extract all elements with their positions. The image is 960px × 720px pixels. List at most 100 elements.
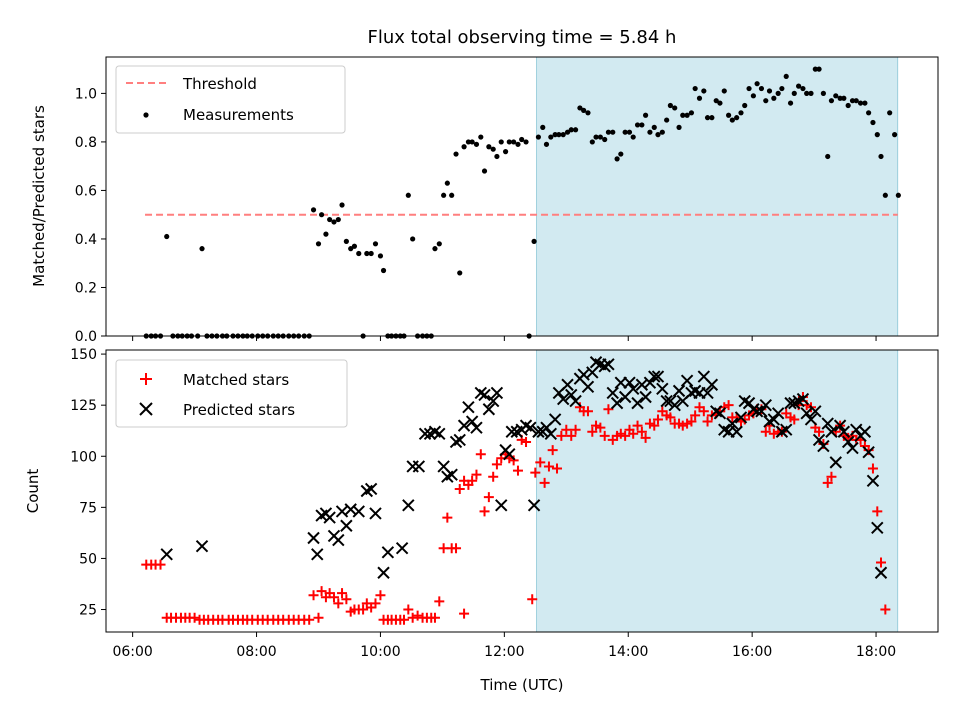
matched-star-point bbox=[582, 406, 593, 417]
predicted-star-point bbox=[369, 507, 382, 520]
measurement-point bbox=[564, 129, 571, 135]
predicted-star-point bbox=[713, 407, 727, 420]
predicted-star-point bbox=[874, 566, 888, 579]
predicted-star-point bbox=[470, 421, 483, 434]
matched-star-point bbox=[591, 420, 602, 431]
measurement-point bbox=[796, 83, 802, 89]
predicted-star-point bbox=[195, 539, 209, 553]
matched-star-point bbox=[475, 449, 486, 460]
matched-star-point bbox=[867, 463, 878, 474]
measurement-point bbox=[432, 246, 438, 252]
predicted-star-point bbox=[767, 413, 781, 426]
matched-star-point bbox=[543, 461, 554, 472]
measurement-point bbox=[779, 85, 785, 92]
measurement-point bbox=[453, 151, 459, 157]
measurement-point bbox=[372, 241, 379, 247]
ratio-y-tick-label: 0.6 bbox=[75, 183, 97, 199]
matched-star-point bbox=[603, 404, 614, 415]
matched-star-point bbox=[412, 610, 423, 621]
predicted-star-point bbox=[412, 460, 426, 473]
observing-window-shade-top bbox=[536, 56, 899, 337]
measurement-point bbox=[377, 253, 384, 259]
predicted-star-point bbox=[759, 398, 772, 412]
counts-x-tick-label: 18:00 bbox=[856, 644, 896, 660]
ratio-legend: Threshold Measurements bbox=[115, 65, 346, 134]
matched-star-point bbox=[789, 414, 800, 425]
predicted-star-point bbox=[639, 390, 652, 404]
predicted-star-point bbox=[833, 419, 847, 432]
measurement-point bbox=[502, 149, 509, 155]
counts-y-tick-label: 150 bbox=[70, 347, 97, 363]
predicted-star-point bbox=[804, 413, 818, 426]
measurement-point bbox=[651, 124, 657, 130]
predicted-star-point bbox=[581, 380, 595, 393]
measurement-point bbox=[478, 134, 484, 140]
matched-star-point bbox=[471, 469, 482, 480]
matched-star-point bbox=[690, 410, 701, 421]
measurement-point bbox=[800, 85, 806, 92]
measurement-point bbox=[568, 127, 574, 133]
matched-star-point bbox=[527, 594, 538, 605]
predicted-star-point bbox=[668, 398, 681, 412]
matched-star-point bbox=[407, 612, 418, 623]
measurement-point bbox=[825, 153, 831, 160]
ratio-y-tick-label: 0.2 bbox=[75, 280, 97, 296]
measurement-point bbox=[684, 112, 690, 118]
measurement-point bbox=[672, 105, 678, 111]
matched-star-point bbox=[521, 436, 532, 447]
measurement-point bbox=[717, 100, 723, 106]
counts-x-tick-label: 08:00 bbox=[236, 644, 276, 660]
measurement-point bbox=[738, 110, 744, 116]
matched-star-point bbox=[640, 432, 651, 443]
matched-star-point bbox=[370, 598, 381, 609]
predicted-star-point bbox=[812, 433, 826, 447]
measurement-point bbox=[473, 141, 480, 147]
ratio-y-tick-label: 0.0 bbox=[75, 329, 97, 345]
measurement-point bbox=[787, 100, 794, 106]
measurement-point bbox=[618, 151, 624, 157]
predicted-star-point bbox=[651, 370, 665, 383]
measurement-point bbox=[602, 136, 608, 143]
counts-y-ticks: 25 50 75 100 125 150 bbox=[70, 347, 106, 619]
matched-star-point bbox=[570, 424, 581, 435]
measurement-point bbox=[356, 250, 362, 257]
measurement-point bbox=[816, 66, 822, 72]
predicted-star-point bbox=[796, 392, 810, 406]
measurement-point bbox=[866, 110, 872, 116]
measurement-point bbox=[449, 192, 455, 198]
matched-star-point bbox=[566, 430, 577, 441]
measurement-point bbox=[659, 129, 665, 135]
ratio-panel: 0.0 0.2 0.4 0.6 0.8 1.0 Matched/Predicted sta… bbox=[30, 56, 939, 345]
predicted-star-point bbox=[160, 548, 173, 561]
measurement-point bbox=[556, 132, 562, 138]
measurement-point bbox=[444, 180, 450, 186]
predicted-star-point bbox=[626, 382, 640, 396]
predicted-star-point bbox=[656, 382, 669, 396]
predicted-star-point bbox=[602, 358, 615, 371]
measurement-point bbox=[469, 139, 475, 145]
measurement-point bbox=[763, 98, 769, 104]
predicted-star-point bbox=[623, 376, 636, 389]
measurement-point bbox=[841, 95, 847, 101]
measurement-point bbox=[734, 115, 740, 121]
matched-star-point bbox=[649, 420, 660, 431]
matched-star-point bbox=[723, 400, 734, 411]
predicted-star-point bbox=[648, 370, 661, 383]
counts-y-tick-label: 75 bbox=[79, 500, 97, 516]
predicted-star-point bbox=[862, 445, 875, 459]
matched-star-point bbox=[451, 543, 462, 554]
measurement-point bbox=[820, 90, 826, 96]
matched-star-point bbox=[358, 604, 369, 615]
measurement-point bbox=[630, 134, 636, 140]
measurement-point bbox=[199, 246, 205, 252]
predicted-star-point bbox=[561, 378, 574, 391]
predicted-star-point bbox=[406, 460, 419, 473]
predicted-star-point bbox=[364, 482, 378, 496]
measurement-point bbox=[701, 88, 707, 94]
matched-star-point bbox=[375, 590, 386, 601]
ratio-x-ticks bbox=[132, 336, 877, 341]
predicted-star-point bbox=[323, 511, 336, 524]
matched-star-point bbox=[876, 557, 887, 568]
matched-star-point bbox=[587, 426, 598, 437]
observing-window-shade-bottom bbox=[536, 349, 899, 633]
